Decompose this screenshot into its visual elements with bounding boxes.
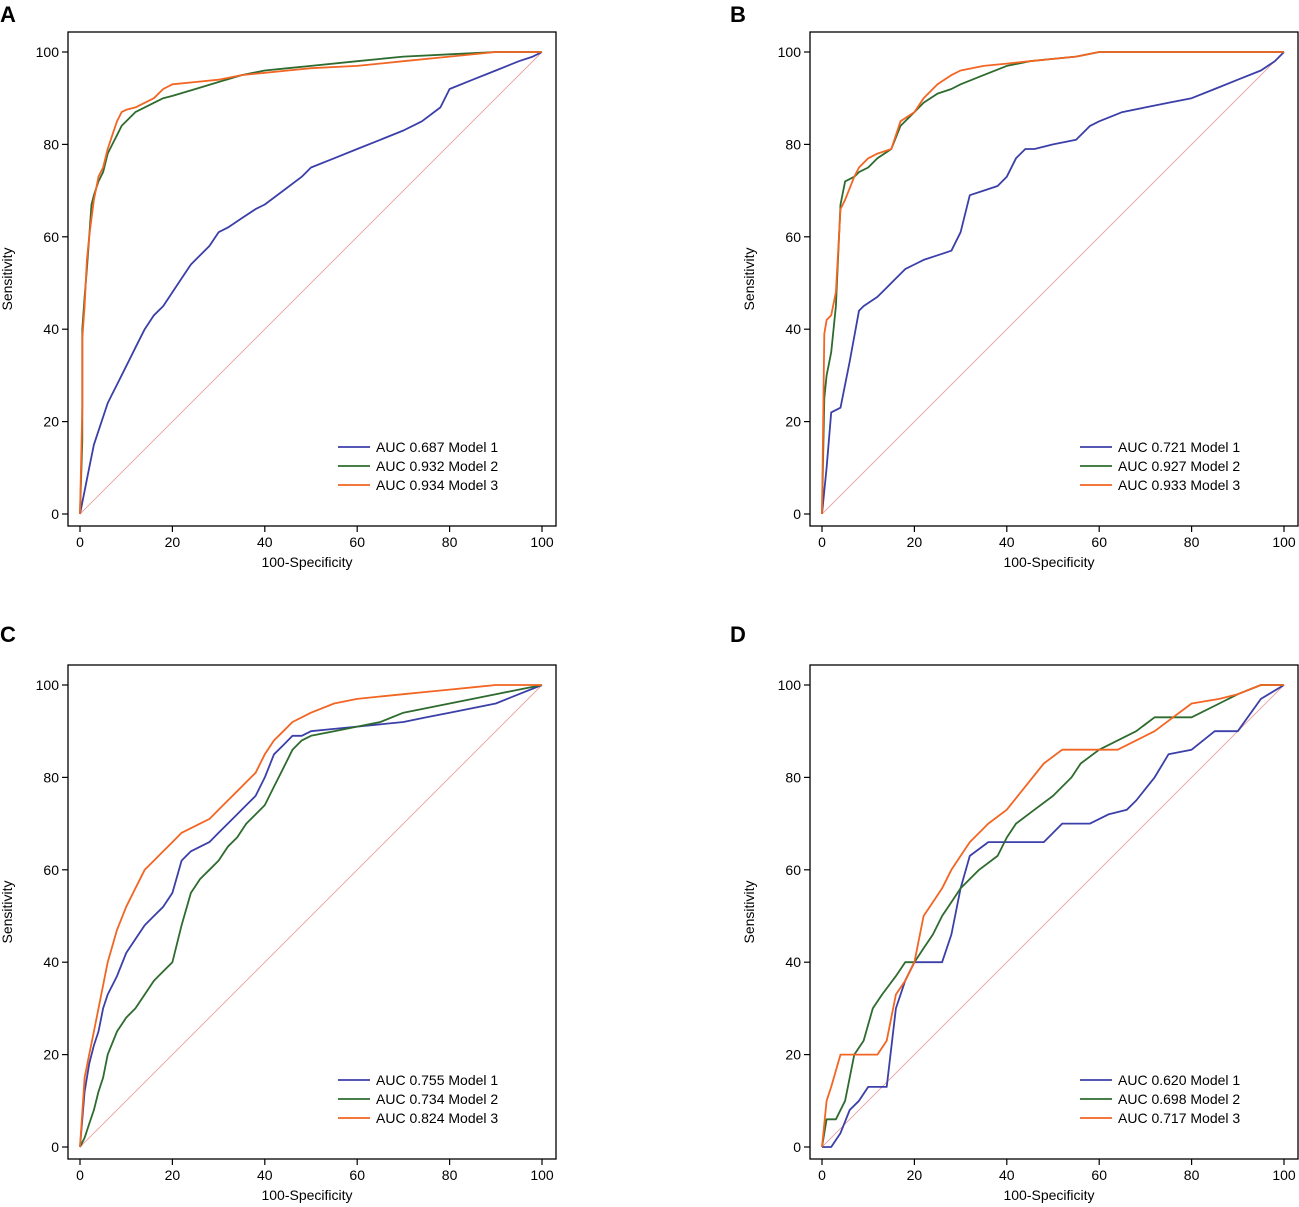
y-axis-label: Sensitivity	[0, 880, 15, 943]
y-tick-label: 20	[785, 1047, 801, 1063]
y-axis-label: Sensitivity	[741, 247, 757, 310]
x-tick-label: 60	[1091, 1167, 1107, 1183]
y-tick-label: 0	[51, 506, 59, 522]
x-tick-label: 100	[530, 534, 554, 550]
panel-a: A 0 20 40 60 80 100 0 20 40 60 80 100 100-Specificit…	[0, 2, 557, 570]
y-tick-label: 80	[43, 136, 59, 152]
x-tick-label: 80	[1184, 534, 1200, 550]
y-tick-label: 0	[51, 1139, 59, 1155]
roc-curve-model-1	[821, 51, 1285, 515]
x-tick-label: 80	[1184, 1167, 1200, 1183]
y-tick-label: 100	[36, 44, 60, 60]
plot-frame	[67, 664, 557, 1160]
panel-letter-a: A	[0, 2, 16, 27]
x-tick-label: 40	[257, 534, 273, 550]
x-tick-label: 0	[76, 1167, 84, 1183]
roc-curve-model-3	[79, 51, 542, 515]
panel-d: D 0 20 40 60 80 100 0 20 40 60 80 100 100-Specificit…	[730, 622, 1299, 1203]
roc-curve-model-3	[821, 684, 1284, 1148]
y-tick-label: 0	[793, 1139, 801, 1155]
x-tick-label: 40	[257, 1167, 273, 1183]
y-tick-label: 20	[43, 1047, 59, 1063]
x-tick-label: 60	[349, 1167, 365, 1183]
y-tick-label: 60	[43, 229, 59, 245]
panel-d-plot: 0 20 40 60 80 100 0 20 40 60 80 100 100-Specificity S…	[741, 664, 1299, 1203]
y-tick-label: 60	[785, 229, 801, 245]
legend-entry-model-3: AUC 0.717 Model 3	[1118, 1110, 1240, 1126]
roc-curve-model-1	[822, 684, 1285, 1148]
panel-a-plot: 0 20 40 60 80 100 0 20 40 60 80 100 100-Specificity S…	[0, 31, 557, 570]
reference-diagonal	[79, 684, 543, 1148]
plot-frame	[809, 31, 1299, 527]
x-tick-label: 80	[442, 534, 458, 550]
x-tick-label: 60	[349, 534, 365, 550]
panel-c-plot: 0 20 40 60 80 100 0 20 40 60 80 100 100-Specificity S…	[0, 664, 557, 1203]
legend-entry-model-3: AUC 0.933 Model 3	[1118, 477, 1240, 493]
roc-curve-model-1	[79, 51, 543, 515]
legend-entry-model-2: AUC 0.734 Model 2	[376, 1091, 498, 1107]
x-tick-label: 0	[76, 534, 84, 550]
x-axis-label: 100-Specificity	[1003, 554, 1094, 570]
reference-diagonal	[79, 51, 543, 515]
x-axis-label: 100-Specificity	[261, 1187, 352, 1203]
roc-curve-model-3	[821, 51, 1284, 515]
x-tick-label: 40	[999, 1167, 1015, 1183]
plot-frame	[809, 664, 1299, 1160]
legend-entry-model-2: AUC 0.698 Model 2	[1118, 1091, 1240, 1107]
x-tick-label: 40	[999, 534, 1015, 550]
x-tick-label: 100	[530, 1167, 554, 1183]
y-tick-label: 20	[785, 414, 801, 430]
y-tick-label: 100	[778, 677, 802, 693]
y-axis-label: Sensitivity	[0, 247, 15, 310]
reference-diagonal	[821, 684, 1285, 1148]
legend-entry-model-2: AUC 0.927 Model 2	[1118, 458, 1240, 474]
reference-diagonal	[821, 51, 1285, 515]
x-axis-label: 100-Specificity	[1003, 1187, 1094, 1203]
y-tick-label: 0	[793, 506, 801, 522]
y-tick-label: 60	[43, 862, 59, 878]
y-axis-label: Sensitivity	[741, 880, 757, 943]
x-tick-label: 0	[818, 1167, 826, 1183]
panel-letter-b: B	[730, 2, 746, 27]
panel-letter-c: C	[0, 622, 16, 647]
x-tick-label: 20	[165, 1167, 181, 1183]
y-tick-label: 80	[785, 136, 801, 152]
x-tick-label: 100	[1272, 534, 1296, 550]
y-tick-label: 40	[785, 321, 801, 337]
y-tick-label: 80	[785, 769, 801, 785]
roc-curve-model-3	[79, 684, 542, 1148]
legend-entry-model-3: AUC 0.824 Model 3	[376, 1110, 498, 1126]
panel-b-plot: 0 20 40 60 80 100 0 20 40 60 80 100 100-Specificity S…	[741, 31, 1299, 570]
legend-entry-model-1: AUC 0.721 Model 1	[1118, 439, 1240, 455]
roc-curve-model-2	[79, 684, 543, 1148]
y-tick-label: 40	[785, 954, 801, 970]
x-tick-label: 100	[1272, 1167, 1296, 1183]
x-tick-label: 80	[442, 1167, 458, 1183]
plot-frame	[67, 31, 557, 527]
roc-curve-model-2	[821, 684, 1284, 1148]
x-tick-label: 0	[818, 534, 826, 550]
x-tick-label: 20	[165, 534, 181, 550]
y-tick-label: 60	[785, 862, 801, 878]
y-tick-label: 40	[43, 954, 59, 970]
x-axis-label: 100-Specificity	[261, 554, 352, 570]
panel-c: C 0 20 40 60 80 100 0 20 40 60 80 100 100-Specificit…	[0, 622, 557, 1203]
legend-entry-model-1: AUC 0.687 Model 1	[376, 439, 498, 455]
panel-b: B 0 20 40 60 80 100 0 20 40 60 80 100 100-Specificit…	[730, 2, 1299, 570]
x-tick-label: 20	[907, 534, 923, 550]
legend-entry-model-1: AUC 0.620 Model 1	[1118, 1072, 1240, 1088]
y-tick-label: 20	[43, 414, 59, 430]
legend-entry-model-2: AUC 0.932 Model 2	[376, 458, 498, 474]
y-tick-label: 100	[778, 44, 802, 60]
y-tick-label: 40	[43, 321, 59, 337]
roc-curve-model-1	[79, 684, 543, 1148]
y-tick-label: 80	[43, 769, 59, 785]
panel-letter-d: D	[730, 622, 746, 647]
y-tick-label: 100	[36, 677, 60, 693]
x-tick-label: 60	[1091, 534, 1107, 550]
x-tick-label: 20	[907, 1167, 923, 1183]
legend-entry-model-1: AUC 0.755 Model 1	[376, 1072, 498, 1088]
legend-entry-model-3: AUC 0.934 Model 3	[376, 477, 498, 493]
